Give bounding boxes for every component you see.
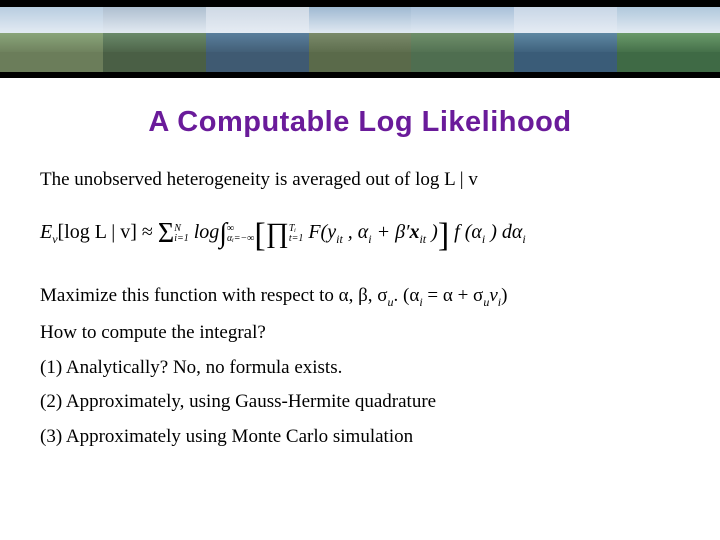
option-1: (1) Analytically? No, no formula exists. <box>40 353 680 382</box>
banner-panel-0 <box>0 7 103 72</box>
page-title: A Computable Log Likelihood <box>20 106 700 139</box>
f-int-lo: αᵢ=−∞ <box>227 233 254 244</box>
max-a: Maximize this function with respect to α… <box>40 285 388 306</box>
f-sum: Σ <box>158 218 174 249</box>
max-d: v <box>489 285 497 306</box>
intro-text: The unobserved heterogeneity is averaged… <box>40 165 680 194</box>
f-Fsub: it <box>336 232 343 246</box>
banner-panel-1 <box>103 7 206 72</box>
howto-line: How to compute the integral? <box>40 318 680 347</box>
f-plus: + β′ <box>372 221 410 243</box>
f-Fm: , α <box>343 221 369 243</box>
max-c: = α + σ <box>423 285 484 306</box>
f-int: ∫ <box>219 218 227 249</box>
f-prod: ∏ <box>266 218 289 249</box>
intro-span: The unobserved heterogeneity is averaged… <box>40 169 478 190</box>
max-b: . (α <box>394 285 420 306</box>
options-list: (1) Analytically? No, no formula exists.… <box>40 353 680 451</box>
option-3: (3) Approximately using Monte Carlo simu… <box>40 422 680 451</box>
f-x: x <box>409 221 419 243</box>
f-lhs: E <box>40 221 52 243</box>
title-container: A Computable Log Likelihood <box>0 78 720 159</box>
f-log: log <box>189 221 220 243</box>
f-da: ) dα <box>485 221 522 243</box>
banner-panel-3 <box>309 7 412 72</box>
banner-panel-6 <box>617 7 720 72</box>
formula: Ev[log L | v] ≈ ΣNi=1 log∫∞αᵢ=−∞[∏Tᵢt=1 … <box>40 200 680 275</box>
max-e: ) <box>501 285 507 306</box>
banner-panel-4 <box>411 7 514 72</box>
content: The unobserved heterogeneity is averaged… <box>0 159 720 451</box>
banner-panel-5 <box>514 7 617 72</box>
banner-strip <box>0 7 720 72</box>
banner <box>0 0 720 78</box>
f-prod-lo: t=1 <box>289 233 304 244</box>
f-dasub: i <box>522 232 525 246</box>
f-Fc: ) <box>426 221 438 243</box>
maximize-line: Maximize this function with respect to α… <box>40 281 680 311</box>
f-f: f (α <box>449 221 482 243</box>
option-2: (2) Approximately, using Gauss-Hermite q… <box>40 387 680 416</box>
f-lhs-br: [log L | v] ≈ <box>58 221 158 243</box>
f-Fo: F(y <box>303 221 336 243</box>
banner-panel-2 <box>206 7 309 72</box>
f-sum-lo: i=1 <box>174 233 189 244</box>
